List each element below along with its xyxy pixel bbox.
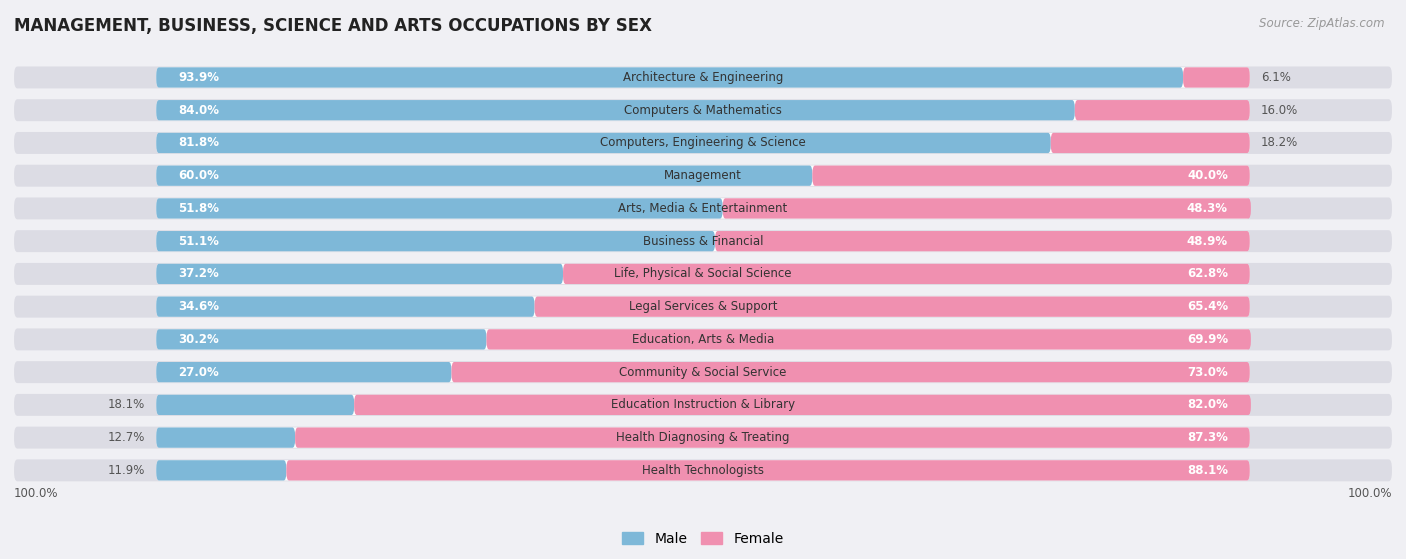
FancyBboxPatch shape (14, 100, 1392, 121)
FancyBboxPatch shape (156, 165, 813, 186)
Text: Arts, Media & Entertainment: Arts, Media & Entertainment (619, 202, 787, 215)
FancyBboxPatch shape (156, 100, 1074, 120)
Text: 100.0%: 100.0% (14, 487, 59, 500)
Text: 11.9%: 11.9% (108, 464, 145, 477)
Text: MANAGEMENT, BUSINESS, SCIENCE AND ARTS OCCUPATIONS BY SEX: MANAGEMENT, BUSINESS, SCIENCE AND ARTS O… (14, 17, 652, 35)
Text: 34.6%: 34.6% (179, 300, 219, 313)
FancyBboxPatch shape (14, 263, 1392, 285)
FancyBboxPatch shape (14, 296, 1392, 318)
FancyBboxPatch shape (156, 460, 287, 481)
Text: 16.0%: 16.0% (1261, 104, 1298, 117)
Text: 93.9%: 93.9% (179, 71, 219, 84)
Text: Computers, Engineering & Science: Computers, Engineering & Science (600, 136, 806, 149)
Text: Business & Financial: Business & Financial (643, 235, 763, 248)
FancyBboxPatch shape (156, 231, 716, 252)
FancyBboxPatch shape (156, 67, 1250, 88)
Text: Legal Services & Support: Legal Services & Support (628, 300, 778, 313)
FancyBboxPatch shape (14, 165, 1392, 187)
FancyBboxPatch shape (156, 428, 1250, 448)
FancyBboxPatch shape (156, 362, 1250, 382)
FancyBboxPatch shape (14, 230, 1392, 252)
Text: 81.8%: 81.8% (179, 136, 219, 149)
Text: 40.0%: 40.0% (1187, 169, 1227, 182)
FancyBboxPatch shape (354, 395, 1251, 415)
Text: 37.2%: 37.2% (179, 267, 219, 281)
Text: 18.2%: 18.2% (1261, 136, 1298, 149)
FancyBboxPatch shape (156, 428, 295, 448)
Text: 48.3%: 48.3% (1187, 202, 1227, 215)
FancyBboxPatch shape (534, 296, 1250, 317)
Text: 30.2%: 30.2% (179, 333, 219, 346)
FancyBboxPatch shape (156, 133, 1050, 153)
Text: Community & Social Service: Community & Social Service (619, 366, 787, 378)
FancyBboxPatch shape (156, 165, 1250, 186)
FancyBboxPatch shape (156, 133, 1250, 153)
FancyBboxPatch shape (156, 198, 1250, 219)
FancyBboxPatch shape (14, 67, 1392, 88)
FancyBboxPatch shape (156, 264, 1250, 284)
FancyBboxPatch shape (14, 394, 1392, 416)
FancyBboxPatch shape (1050, 133, 1250, 153)
Legend: Male, Female: Male, Female (617, 526, 789, 551)
FancyBboxPatch shape (156, 362, 451, 382)
FancyBboxPatch shape (156, 296, 534, 317)
FancyBboxPatch shape (14, 132, 1392, 154)
FancyBboxPatch shape (14, 459, 1392, 481)
FancyBboxPatch shape (14, 329, 1392, 350)
Text: Management: Management (664, 169, 742, 182)
Text: 69.9%: 69.9% (1187, 333, 1227, 346)
Text: 12.7%: 12.7% (108, 431, 145, 444)
FancyBboxPatch shape (1182, 67, 1250, 88)
FancyBboxPatch shape (14, 197, 1392, 219)
FancyBboxPatch shape (156, 395, 1250, 415)
FancyBboxPatch shape (295, 428, 1250, 448)
FancyBboxPatch shape (156, 100, 1250, 120)
FancyBboxPatch shape (562, 264, 1250, 284)
Text: Education Instruction & Library: Education Instruction & Library (612, 399, 794, 411)
Text: Education, Arts & Media: Education, Arts & Media (631, 333, 775, 346)
Text: Health Technologists: Health Technologists (643, 464, 763, 477)
Text: Life, Physical & Social Science: Life, Physical & Social Science (614, 267, 792, 281)
FancyBboxPatch shape (156, 329, 1250, 349)
FancyBboxPatch shape (156, 264, 562, 284)
FancyBboxPatch shape (486, 329, 1251, 349)
Text: Computers & Mathematics: Computers & Mathematics (624, 104, 782, 117)
Text: Source: ZipAtlas.com: Source: ZipAtlas.com (1260, 17, 1385, 30)
FancyBboxPatch shape (156, 67, 1182, 88)
Text: 65.4%: 65.4% (1187, 300, 1227, 313)
Text: 88.1%: 88.1% (1187, 464, 1227, 477)
Text: 87.3%: 87.3% (1187, 431, 1227, 444)
Text: 51.1%: 51.1% (179, 235, 219, 248)
FancyBboxPatch shape (1074, 100, 1250, 120)
Text: 73.0%: 73.0% (1187, 366, 1227, 378)
FancyBboxPatch shape (723, 198, 1251, 219)
FancyBboxPatch shape (156, 329, 486, 349)
FancyBboxPatch shape (14, 361, 1392, 383)
Text: Health Diagnosing & Treating: Health Diagnosing & Treating (616, 431, 790, 444)
Text: 51.8%: 51.8% (179, 202, 219, 215)
FancyBboxPatch shape (156, 231, 1250, 252)
FancyBboxPatch shape (716, 231, 1250, 252)
Text: 84.0%: 84.0% (179, 104, 219, 117)
FancyBboxPatch shape (287, 460, 1250, 481)
Text: Architecture & Engineering: Architecture & Engineering (623, 71, 783, 84)
FancyBboxPatch shape (156, 198, 723, 219)
Text: 18.1%: 18.1% (108, 399, 145, 411)
Text: 82.0%: 82.0% (1187, 399, 1227, 411)
Text: 27.0%: 27.0% (179, 366, 219, 378)
FancyBboxPatch shape (813, 165, 1250, 186)
Text: 6.1%: 6.1% (1261, 71, 1291, 84)
Text: 100.0%: 100.0% (1347, 487, 1392, 500)
FancyBboxPatch shape (156, 395, 354, 415)
Text: 60.0%: 60.0% (179, 169, 219, 182)
FancyBboxPatch shape (451, 362, 1250, 382)
Text: 48.9%: 48.9% (1187, 235, 1227, 248)
FancyBboxPatch shape (14, 427, 1392, 448)
FancyBboxPatch shape (156, 460, 1250, 481)
FancyBboxPatch shape (156, 296, 1250, 317)
Text: 62.8%: 62.8% (1187, 267, 1227, 281)
